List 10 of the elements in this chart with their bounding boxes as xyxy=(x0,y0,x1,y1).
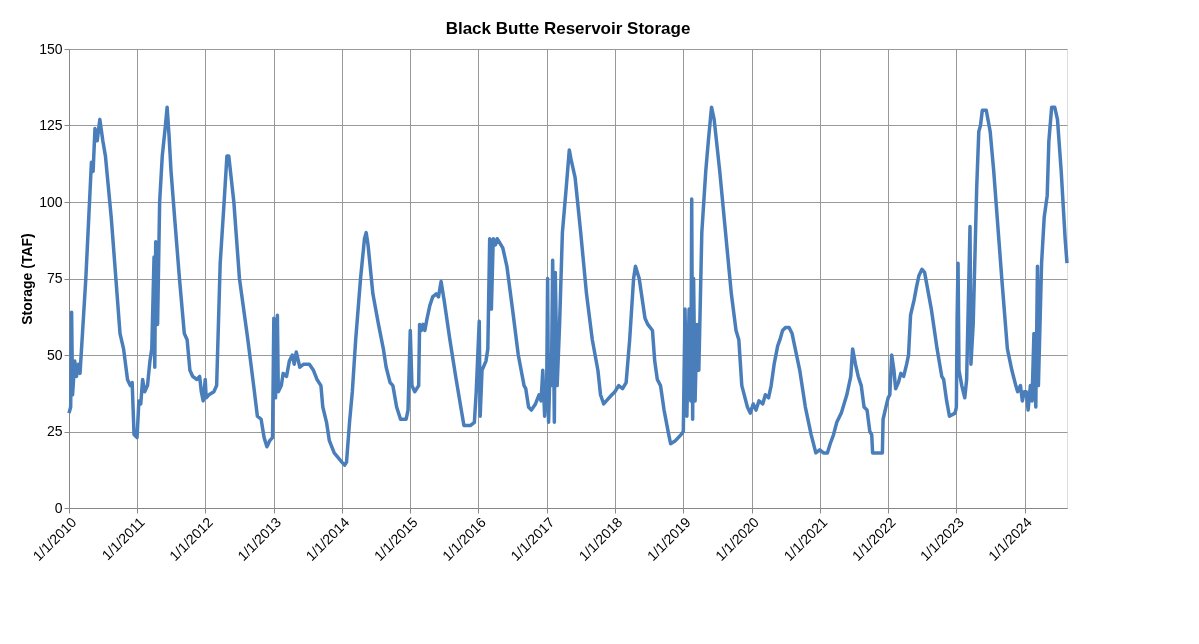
line-series xyxy=(67,105,1069,467)
y-tick-label: 25 xyxy=(46,423,63,439)
y-tick-label: 75 xyxy=(46,270,63,286)
chart-title: Black Butte Reservoir Storage xyxy=(445,19,691,38)
y-tick-label: 50 xyxy=(46,346,63,363)
y-tick-label: 0 xyxy=(54,499,63,516)
y-tick-label: 125 xyxy=(39,117,63,133)
y-tick-label: 100 xyxy=(39,193,63,210)
y-axis-title: Storage (TAF) xyxy=(19,233,36,325)
y-tick-label: 150 xyxy=(39,40,63,57)
